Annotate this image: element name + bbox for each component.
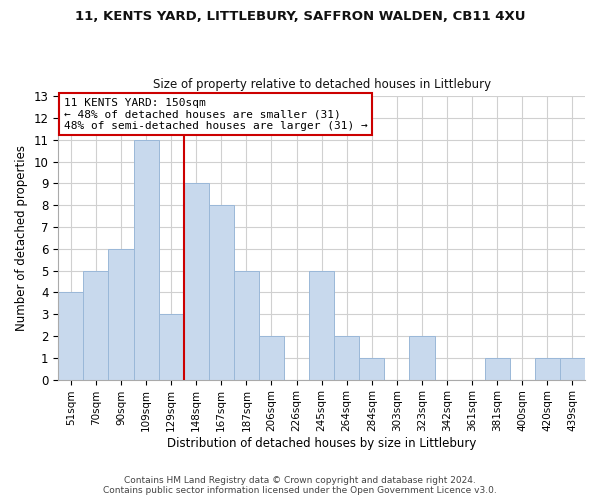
Title: Size of property relative to detached houses in Littlebury: Size of property relative to detached ho… — [152, 78, 491, 91]
Bar — [158, 314, 184, 380]
Text: 11 KENTS YARD: 150sqm
← 48% of detached houses are smaller (31)
48% of semi-deta: 11 KENTS YARD: 150sqm ← 48% of detached … — [64, 98, 367, 131]
Bar — [309, 270, 334, 380]
Bar — [334, 336, 359, 380]
Bar — [184, 184, 209, 380]
Bar — [560, 358, 585, 380]
Bar — [109, 249, 134, 380]
Bar — [209, 206, 234, 380]
Text: Contains HM Land Registry data © Crown copyright and database right 2024.
Contai: Contains HM Land Registry data © Crown c… — [103, 476, 497, 495]
Bar — [409, 336, 434, 380]
Y-axis label: Number of detached properties: Number of detached properties — [15, 145, 28, 331]
Bar — [234, 270, 259, 380]
Bar — [83, 270, 109, 380]
Bar — [359, 358, 385, 380]
Text: 11, KENTS YARD, LITTLEBURY, SAFFRON WALDEN, CB11 4XU: 11, KENTS YARD, LITTLEBURY, SAFFRON WALD… — [75, 10, 525, 23]
Bar — [134, 140, 158, 380]
Bar — [259, 336, 284, 380]
Bar — [58, 292, 83, 380]
Bar — [485, 358, 510, 380]
X-axis label: Distribution of detached houses by size in Littlebury: Distribution of detached houses by size … — [167, 437, 476, 450]
Bar — [535, 358, 560, 380]
